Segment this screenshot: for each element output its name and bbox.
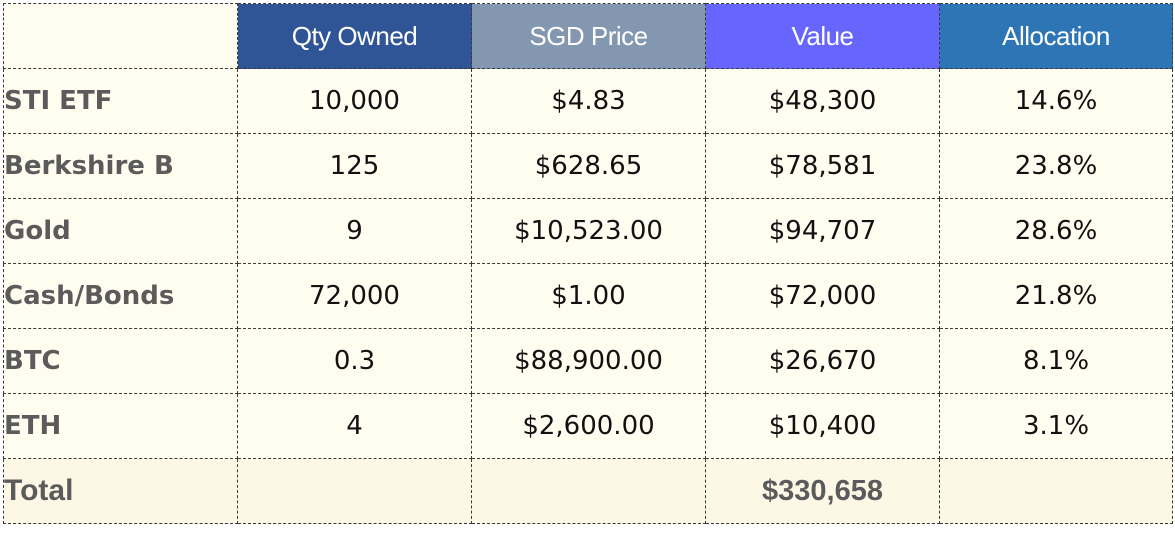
corner-cell: [3, 3, 238, 69]
value-cell: $72,000: [705, 263, 940, 329]
asset-name: STI ETF: [3, 68, 238, 134]
value-cell: $26,670: [705, 328, 940, 394]
qty-cell: 72,000: [237, 263, 472, 329]
asset-name: ETH: [3, 393, 238, 459]
total-allocation-cell: [939, 458, 1173, 524]
portfolio-table: Qty Owned SGD Price Value Allocation STI…: [3, 3, 1173, 524]
allocation-cell: 8.1%: [939, 328, 1173, 394]
header-value: Value: [705, 3, 940, 69]
table-row: Gold 9 $10,523.00 $94,707 28.6%: [3, 198, 1173, 264]
price-cell: $4.83: [471, 68, 706, 134]
table-row: Cash/Bonds 72,000 $1.00 $72,000 21.8%: [3, 263, 1173, 329]
value-cell: $48,300: [705, 68, 940, 134]
table-row: ETH 4 $2,600.00 $10,400 3.1%: [3, 393, 1173, 459]
allocation-cell: 14.6%: [939, 68, 1173, 134]
total-value: $330,658: [705, 458, 940, 524]
qty-cell: 9: [237, 198, 472, 264]
total-price-cell: [471, 458, 706, 524]
asset-name: Berkshire B: [3, 133, 238, 199]
asset-name: Gold: [3, 198, 238, 264]
total-row: Total $330,658: [3, 458, 1173, 524]
table-row: STI ETF 10,000 $4.83 $48,300 14.6%: [3, 68, 1173, 134]
allocation-cell: 28.6%: [939, 198, 1173, 264]
total-qty-cell: [237, 458, 472, 524]
header-qty-owned: Qty Owned: [237, 3, 472, 69]
value-cell: $94,707: [705, 198, 940, 264]
header-allocation: Allocation: [939, 3, 1173, 69]
qty-cell: 10,000: [237, 68, 472, 134]
total-label: Total: [3, 458, 238, 524]
allocation-cell: 23.8%: [939, 133, 1173, 199]
price-cell: $628.65: [471, 133, 706, 199]
asset-name: BTC: [3, 328, 238, 394]
header-sgd-price: SGD Price: [471, 3, 706, 69]
value-cell: $78,581: [705, 133, 940, 199]
price-cell: $2,600.00: [471, 393, 706, 459]
allocation-cell: 21.8%: [939, 263, 1173, 329]
qty-cell: 0.3: [237, 328, 472, 394]
value-cell: $10,400: [705, 393, 940, 459]
asset-name: Cash/Bonds: [3, 263, 238, 329]
price-cell: $1.00: [471, 263, 706, 329]
price-cell: $10,523.00: [471, 198, 706, 264]
table-row: BTC 0.3 $88,900.00 $26,670 8.1%: [3, 328, 1173, 394]
header-row: Qty Owned SGD Price Value Allocation: [3, 3, 1173, 69]
table-row: Berkshire B 125 $628.65 $78,581 23.8%: [3, 133, 1173, 199]
qty-cell: 4: [237, 393, 472, 459]
qty-cell: 125: [237, 133, 472, 199]
allocation-cell: 3.1%: [939, 393, 1173, 459]
price-cell: $88,900.00: [471, 328, 706, 394]
